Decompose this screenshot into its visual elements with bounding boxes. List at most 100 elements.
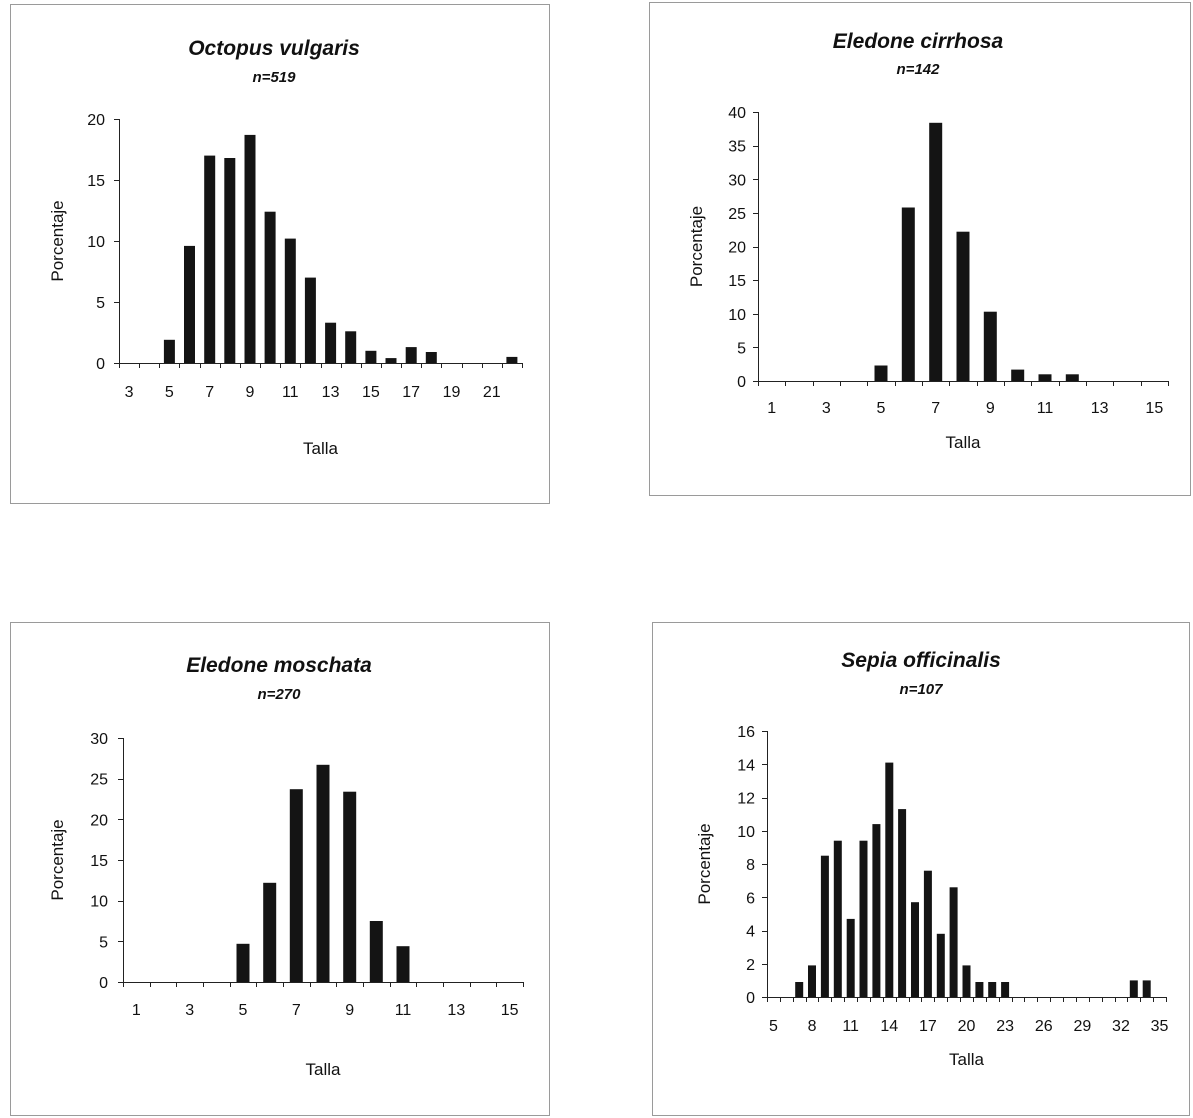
y-tick-label: 25 xyxy=(90,772,108,789)
y-axis-title: Porcentaje xyxy=(48,200,67,281)
x-tick-label: 35 xyxy=(1151,1018,1169,1035)
bar-talla-6 xyxy=(184,245,195,363)
bar-talla-8 xyxy=(808,965,816,997)
bar-talla-21 xyxy=(975,982,984,997)
y-tick-label: 5 xyxy=(96,295,105,312)
bar-talla-9 xyxy=(983,311,997,381)
x-tick-label: 7 xyxy=(205,384,214,401)
x-tick-label: 11 xyxy=(282,384,299,401)
bar-talla-34 xyxy=(1142,980,1151,997)
bar-talla-20 xyxy=(962,965,971,997)
x-tick-label: 13 xyxy=(447,1002,465,1019)
y-tick-label: 20 xyxy=(87,112,105,129)
chart-subtitle: n=142 xyxy=(897,61,941,78)
bar-talla-19 xyxy=(949,887,958,997)
bar-talla-5 xyxy=(874,365,888,381)
x-tick-label: 3 xyxy=(125,384,134,401)
bar-talla-8 xyxy=(956,231,970,381)
bar-talla-13 xyxy=(325,322,337,363)
bar-talla-16 xyxy=(385,358,397,363)
chart-eledone-moschata: Eledone moschata n=270 Porcentaje Talla 0 5 10… xyxy=(48,654,524,1079)
x-axis-title: Talla xyxy=(306,1060,342,1079)
bar-talla-5 xyxy=(163,339,175,363)
bar-talla-10 xyxy=(1011,369,1025,381)
y-tick-label: 6 xyxy=(746,890,755,907)
bar-talla-15 xyxy=(898,809,907,997)
x-tick-label: 11 xyxy=(1037,400,1054,417)
y-axis-title: Porcentaje xyxy=(48,819,67,900)
chart-eledone-cirrhosa: Eledone cirrhosa n=142 Porcentaje Talla 0 5 10… xyxy=(687,30,1169,452)
bar-talla-22 xyxy=(988,982,997,997)
bar-talla-11 xyxy=(1038,374,1052,381)
y-tick-label: 16 xyxy=(737,724,755,741)
x-tick-label: 7 xyxy=(931,400,940,417)
y-tick-label: 8 xyxy=(746,857,755,874)
bar-talla-23 xyxy=(1001,982,1010,997)
y-axis-title: Porcentaje xyxy=(687,206,706,287)
bar-talla-17 xyxy=(923,870,932,997)
x-tick-label: 11 xyxy=(842,1018,859,1035)
x-tick-label: 13 xyxy=(322,384,340,401)
x-tick-label: 3 xyxy=(822,400,831,417)
chart-panel-eledone-cirrhosa: Eledone cirrhosa n=142 Porcentaje Talla 0 5 10… xyxy=(649,2,1191,496)
bar-talla-12 xyxy=(859,840,868,997)
chart-subtitle: n=107 xyxy=(900,681,944,698)
y-tick-label: 15 xyxy=(87,173,105,190)
y-tick-label: 10 xyxy=(87,234,105,251)
bar-talla-17 xyxy=(405,347,417,363)
bar-talla-6 xyxy=(263,882,277,982)
y-tick-label: 40 xyxy=(728,105,746,122)
bar-talla-11 xyxy=(846,918,855,997)
x-tick-label: 13 xyxy=(1091,400,1109,417)
x-tick-label: 5 xyxy=(769,1018,778,1035)
x-tick-label: 26 xyxy=(1035,1018,1053,1035)
x-tick-label: 15 xyxy=(1145,400,1163,417)
x-tick-label: 32 xyxy=(1112,1018,1130,1035)
x-tick-label: 11 xyxy=(395,1002,412,1019)
bar-talla-8 xyxy=(316,764,330,982)
y-tick-label: 0 xyxy=(99,975,108,992)
bar-talla-8 xyxy=(224,158,236,363)
bar-talla-14 xyxy=(345,331,357,363)
bar-talla-5 xyxy=(236,943,250,982)
x-tick-label: 20 xyxy=(958,1018,976,1035)
bar-talla-7 xyxy=(929,122,943,382)
y-axis-title: Porcentaje xyxy=(695,823,714,904)
chart-subtitle: n=519 xyxy=(253,69,297,86)
x-tick-label: 19 xyxy=(443,384,461,401)
y-tick-label: 0 xyxy=(96,356,105,373)
y-tick-label: 5 xyxy=(737,340,746,357)
x-tick-label: 15 xyxy=(501,1002,519,1019)
chart-sepia-officinalis: Sepia officinalis n=107 Porcentaje Talla 0 2 4… xyxy=(695,649,1169,1069)
x-tick-label: 1 xyxy=(132,1002,141,1019)
y-tick-label: 25 xyxy=(728,206,746,223)
x-tick-label: 9 xyxy=(986,400,995,417)
y-tick-label: 15 xyxy=(90,853,108,870)
y-tick-label: 10 xyxy=(728,307,746,324)
x-tick-label: 8 xyxy=(808,1018,817,1035)
x-tick-label: 21 xyxy=(483,384,501,401)
bar-talla-10 xyxy=(264,211,276,363)
x-tick-label: 5 xyxy=(877,400,886,417)
bar-talla-7 xyxy=(795,982,804,997)
bar-talla-6 xyxy=(901,207,915,381)
y-tick-label: 15 xyxy=(728,273,746,290)
y-tick-label: 0 xyxy=(737,374,746,391)
bar-talla-15 xyxy=(365,350,377,363)
y-tick-label: 12 xyxy=(737,791,755,808)
x-tick-label: 9 xyxy=(246,384,255,401)
x-tick-label: 7 xyxy=(292,1002,301,1019)
chart-title: Octopus vulgaris xyxy=(188,37,360,60)
y-tick-label: 4 xyxy=(746,924,755,941)
y-tick-label: 5 xyxy=(99,934,108,951)
chart-title: Sepia officinalis xyxy=(841,649,1001,672)
chart-panel-eledone-moschata: Eledone moschata n=270 Porcentaje Talla 0 5 10… xyxy=(10,622,550,1116)
y-tick-label: 30 xyxy=(90,731,108,748)
x-tick-label: 23 xyxy=(996,1018,1014,1035)
y-tick-label: 10 xyxy=(90,894,108,911)
x-tick-label: 9 xyxy=(345,1002,354,1019)
bar-talla-11 xyxy=(396,946,410,982)
bar-talla-9 xyxy=(820,855,829,997)
bar-talla-9 xyxy=(244,134,256,363)
bar-talla-10 xyxy=(833,840,842,997)
